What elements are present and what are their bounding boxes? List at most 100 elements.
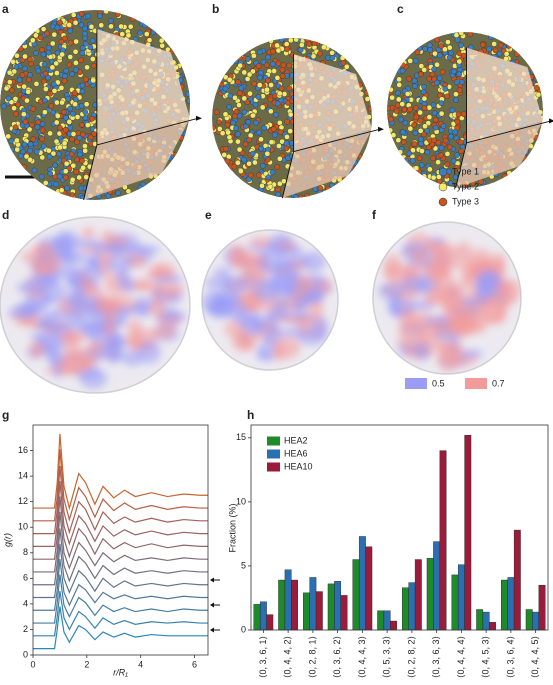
atom	[89, 56, 96, 62]
atom	[143, 31, 150, 37]
atom	[283, 41, 290, 47]
atom	[446, 44, 453, 51]
g-r-curve	[33, 606, 208, 650]
atom	[435, 46, 442, 53]
atom	[438, 110, 445, 117]
density-patch	[102, 313, 117, 338]
atom	[407, 106, 413, 113]
atom	[21, 83, 27, 90]
atom	[84, 64, 90, 71]
atom	[14, 146, 21, 153]
atom	[450, 158, 457, 164]
atom	[278, 85, 285, 92]
atom	[108, 18, 114, 24]
atom	[275, 186, 281, 193]
x-tick-label: ⟨0, 3, 6, 2⟩	[332, 636, 342, 678]
atom	[265, 174, 272, 181]
atom	[186, 98, 190, 104]
atom	[78, 10, 85, 17]
atom	[424, 128, 430, 134]
g-r-curve	[33, 543, 208, 599]
atom	[407, 125, 414, 132]
density-patch	[53, 230, 81, 253]
atom	[276, 143, 282, 149]
atom	[418, 140, 424, 147]
atom	[212, 125, 216, 131]
atom	[453, 32, 460, 38]
atom	[69, 192, 76, 198]
atom	[46, 147, 52, 154]
atom	[225, 129, 231, 136]
panel-label: d	[2, 208, 9, 222]
atom	[258, 136, 264, 143]
density-patch	[81, 261, 104, 283]
y-tick-label: 16	[18, 445, 28, 455]
atom	[395, 90, 401, 96]
density-patch	[161, 311, 187, 321]
x-tick-label: ⟨0, 2, 8, 2⟩	[406, 636, 416, 678]
density-patch	[151, 275, 184, 284]
atom	[79, 88, 86, 95]
atom	[268, 38, 274, 44]
atom	[127, 23, 134, 30]
cut-face	[96, 29, 190, 145]
atom	[61, 35, 68, 42]
atom	[275, 191, 281, 198]
atom	[277, 180, 283, 187]
g-r-curve	[33, 591, 208, 637]
atom	[397, 149, 404, 155]
density-patch	[378, 282, 404, 300]
atom	[274, 100, 281, 107]
x-tick-label: 4	[138, 659, 143, 669]
density-patch	[137, 340, 161, 364]
atom	[219, 130, 226, 136]
bar	[476, 609, 484, 631]
atom	[42, 97, 48, 104]
legend-swatch	[405, 378, 427, 389]
atom	[396, 76, 402, 83]
atom	[236, 102, 242, 108]
atom	[250, 112, 256, 119]
density-patch	[430, 240, 444, 261]
atom	[226, 104, 232, 110]
atom	[73, 60, 79, 66]
atom	[418, 162, 425, 168]
atom	[414, 49, 421, 56]
atom	[458, 42, 464, 49]
atom	[442, 46, 448, 53]
atom	[241, 156, 248, 163]
atom	[83, 101, 90, 107]
atom	[492, 47, 499, 54]
legend-swatch	[267, 436, 280, 446]
g-r-curve	[33, 559, 208, 611]
atom	[53, 138, 60, 145]
atom	[438, 43, 445, 49]
density-patch	[113, 235, 130, 244]
atom	[216, 119, 223, 125]
atom	[387, 127, 394, 134]
cut-face	[455, 120, 543, 188]
y-tick-label: 14	[18, 470, 28, 480]
legend-label: HEA10	[284, 461, 313, 471]
y-tick-label: 8	[23, 547, 28, 557]
atom	[467, 32, 473, 38]
atom	[11, 105, 17, 111]
atom	[456, 87, 463, 94]
x-tick-label: ⟨0, 4, 4, 3⟩	[357, 636, 367, 678]
atom	[22, 53, 28, 60]
atom	[51, 88, 58, 94]
atom	[402, 120, 409, 126]
atom	[454, 118, 461, 125]
atom	[77, 151, 83, 158]
density-patch	[109, 346, 123, 362]
atom	[422, 123, 428, 130]
legend-label: Type 3	[452, 196, 479, 206]
atom	[453, 164, 460, 171]
arrow-head	[196, 115, 202, 121]
density-patch	[152, 282, 185, 297]
atom	[276, 90, 283, 97]
atom	[89, 116, 95, 122]
atom	[235, 138, 241, 145]
atom	[7, 79, 13, 85]
atom	[69, 71, 75, 77]
